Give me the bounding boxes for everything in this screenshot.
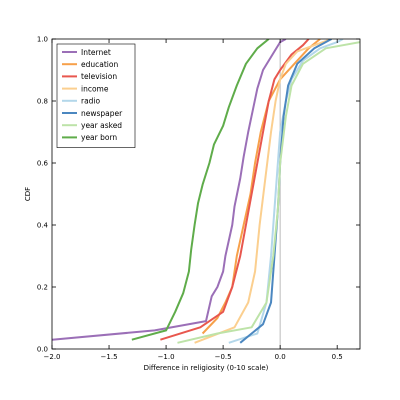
legend-label-newspaper: newspaper bbox=[81, 109, 123, 118]
legend-box bbox=[56, 43, 136, 148]
legend-label-internet: Internet bbox=[81, 48, 111, 57]
x-axis: −2.0 −1.5 −1.0 −0.5 0.0 0.5 bbox=[44, 39, 343, 361]
legend-label-year-asked: year asked bbox=[81, 121, 122, 130]
legend-label-year-born: year born bbox=[81, 133, 117, 142]
legend-label-education: education bbox=[81, 60, 118, 69]
legend-label-radio: radio bbox=[81, 97, 101, 106]
series-line-year-asked bbox=[177, 41, 360, 344]
y-axis-label: CDF bbox=[24, 187, 32, 201]
x-axis-label: Difference in religiosity (0-10 scale) bbox=[144, 364, 269, 372]
x-tick-label: −2.0 bbox=[44, 353, 61, 361]
y-axis: 0.0 0.2 0.4 0.6 0.8 1.0 bbox=[37, 36, 360, 354]
series-layer bbox=[52, 39, 360, 344]
legend-label-television: television bbox=[81, 72, 117, 81]
x-tick-label: −1.0 bbox=[158, 353, 175, 361]
y-tick-label: 0.8 bbox=[37, 98, 48, 106]
y-tick-label: 0.2 bbox=[37, 284, 48, 292]
series-line-television bbox=[160, 39, 310, 341]
legend-label-income: income bbox=[81, 84, 109, 93]
series-line-internet bbox=[52, 39, 287, 341]
x-tick-label: 0.5 bbox=[332, 353, 343, 361]
series-line-income bbox=[194, 39, 332, 344]
legend: Internet education television income radio ne… bbox=[56, 43, 136, 148]
x-tick-label: −0.5 bbox=[215, 353, 232, 361]
series-line-year-born bbox=[131, 39, 270, 341]
y-tick-label: 0.4 bbox=[37, 222, 49, 230]
x-tick-label: 0.0 bbox=[275, 353, 286, 361]
y-tick-label: 1.0 bbox=[37, 36, 48, 44]
y-tick-label: 0.6 bbox=[37, 160, 49, 168]
plot-frame bbox=[51, 38, 361, 350]
x-tick-label: −1.5 bbox=[101, 353, 118, 361]
y-tick-label: 0.0 bbox=[37, 346, 48, 354]
